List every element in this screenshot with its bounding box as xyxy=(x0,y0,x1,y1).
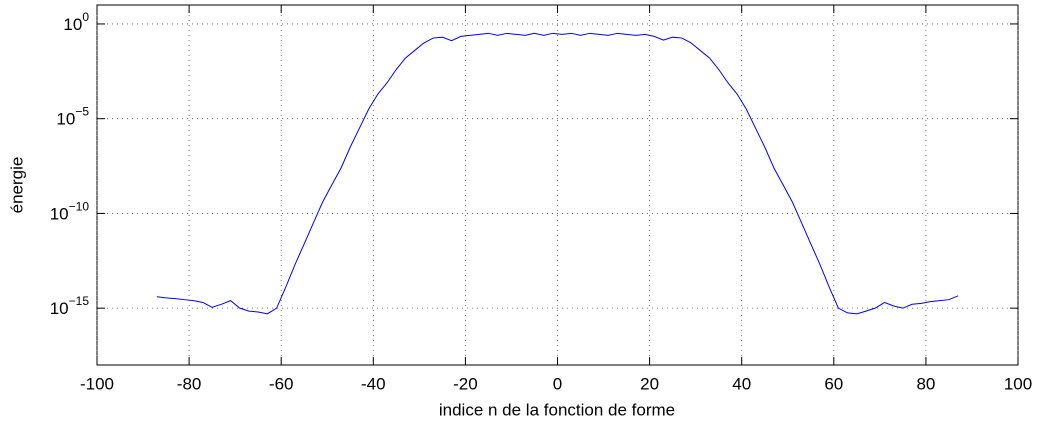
tick-base: 10 xyxy=(56,110,75,129)
x-tick-label: 20 xyxy=(640,374,659,393)
x-tick-label: -20 xyxy=(453,374,478,393)
tick-exponent: 0 xyxy=(82,10,89,24)
x-tick-label: -60 xyxy=(269,374,294,393)
y-tick-label: 10−5 xyxy=(56,105,89,129)
tick-exponent: −5 xyxy=(75,105,89,119)
x-tick-label: -40 xyxy=(361,374,386,393)
x-tick-label: 40 xyxy=(732,374,751,393)
x-tick-label: 100 xyxy=(1004,374,1032,393)
tick-exponent: −15 xyxy=(69,294,90,308)
x-tick-label: 0 xyxy=(553,374,562,393)
y-tick-label: 10−15 xyxy=(50,294,90,318)
data-line xyxy=(156,32,959,315)
x-tick-label: -100 xyxy=(80,374,114,393)
tick-base: 10 xyxy=(50,205,69,224)
x-tick-label: 80 xyxy=(916,374,935,393)
x-axis-label: indice n de la fonction de forme xyxy=(439,400,675,419)
y-axis-label: énergie xyxy=(7,157,26,214)
x-tick-label: 60 xyxy=(824,374,843,393)
y-tick-label: 10−10 xyxy=(50,200,90,224)
tick-exponent: −10 xyxy=(69,200,90,214)
y-tick-label: 100 xyxy=(63,10,89,34)
tick-base: 10 xyxy=(50,300,69,319)
tick-base: 10 xyxy=(63,15,82,34)
x-tick-label: -80 xyxy=(177,374,202,393)
